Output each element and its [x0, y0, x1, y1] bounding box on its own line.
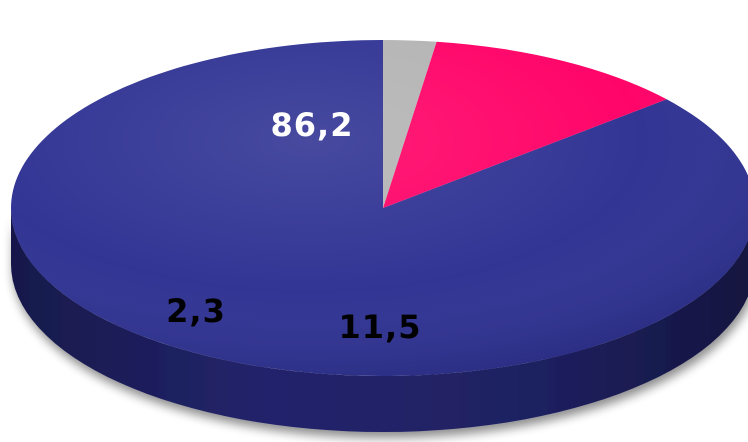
pie-slice-side-shade-0: [11, 208, 748, 432]
pie-data-label-2: 2,3: [166, 292, 226, 330]
pie-data-label-0: 86,2: [271, 106, 354, 144]
pie-data-label-1: 11,5: [339, 308, 422, 346]
pie-top-highlight: [11, 40, 748, 376]
pie-side-group: [11, 208, 748, 432]
pie-top-group: [11, 40, 748, 376]
pie-label-group: 86,2 11,5 2,3: [166, 106, 422, 346]
